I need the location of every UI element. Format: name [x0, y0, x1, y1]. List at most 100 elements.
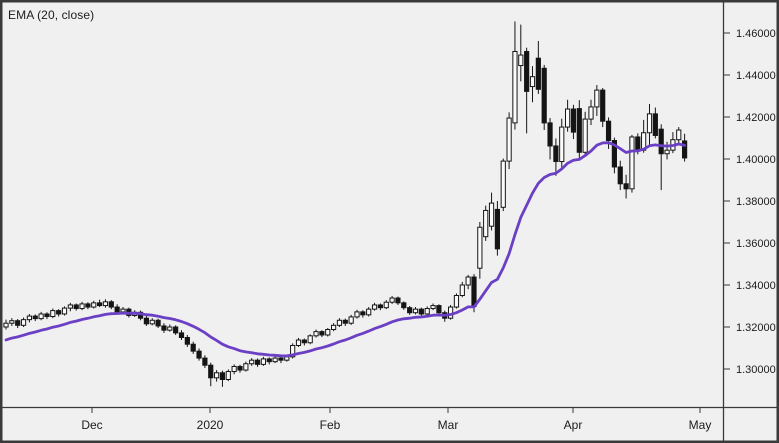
candle-bearish [114, 306, 120, 313]
candle-bullish [383, 301, 389, 309]
candle-bearish [553, 145, 559, 163]
candle-bearish [407, 307, 413, 314]
candle-bearish [237, 365, 243, 371]
candle-bullish [582, 118, 588, 153]
candle-bullish [629, 136, 635, 190]
candle-bullish [676, 129, 682, 141]
candle-bearish [494, 208, 500, 250]
candle-bullish [459, 284, 465, 296]
price-tick-label: 1.32000 [736, 322, 776, 334]
candle-bearish [161, 325, 167, 331]
candle-bullish [664, 149, 670, 155]
time-tick-label: May [689, 418, 712, 432]
candle-bullish [38, 313, 44, 320]
time-tick-label: Apr [564, 418, 583, 432]
candle-bullish [284, 356, 290, 361]
candle-bullish [225, 371, 231, 380]
candle-bullish [26, 315, 32, 321]
candle-bearish [56, 310, 62, 315]
candle-bullish [9, 320, 15, 324]
candle-bearish [202, 357, 208, 366]
candle-bearish [155, 319, 161, 327]
candle-bullish [260, 358, 266, 365]
candle-bearish [401, 302, 407, 309]
candle-bearish [44, 313, 50, 318]
candle-bullish [79, 303, 85, 310]
candle-bullish [366, 308, 372, 316]
candle-bullish [231, 365, 237, 373]
candle-bearish [208, 364, 214, 379]
candle-bearish [652, 113, 658, 136]
time-tick-label: Feb [320, 418, 341, 432]
candle-bullish [354, 311, 360, 318]
candle-bullish [500, 160, 506, 208]
candle-bearish [32, 315, 38, 320]
candle-bearish [623, 183, 629, 190]
candle-bearish [278, 357, 284, 361]
candle-bullish [249, 359, 255, 365]
candle-bullish [371, 304, 378, 310]
candle-bearish [535, 57, 541, 90]
candle-bullish [290, 344, 296, 358]
time-axis[interactable]: Dec 2020 Feb Mar Apr May [81, 408, 711, 432]
price-axis[interactable]: 1.46000 1.44000 1.42000 1.40000 1.38000 1.360… [724, 28, 776, 376]
candle-bearish [108, 301, 114, 308]
candle-bearish [635, 136, 641, 151]
candle-bearish [342, 319, 348, 324]
candle-bullish [167, 326, 173, 331]
candle-bullish [588, 106, 594, 120]
candles-layer [3, 21, 688, 387]
candle-bullish [565, 108, 571, 128]
candle-bullish [149, 319, 155, 325]
price-tick-label: 1.42000 [736, 112, 776, 124]
candle-bullish [646, 113, 653, 134]
candle-bullish [594, 89, 600, 108]
candle-bullish [272, 357, 278, 363]
candle-bearish [15, 320, 21, 326]
candle-bullish [20, 319, 27, 326]
candle-bearish [143, 317, 150, 325]
candle-bearish [436, 305, 442, 314]
candle-bullish [331, 324, 337, 331]
price-tick-label: 1.44000 [736, 70, 776, 82]
candle-bullish [336, 319, 343, 326]
candle-bullish [529, 76, 536, 88]
candle-bullish [3, 322, 9, 328]
candle-bearish [617, 166, 623, 185]
candle-bearish [570, 108, 577, 133]
candle-bearish [576, 108, 582, 153]
candle-bearish [377, 304, 383, 309]
candle-bearish [547, 122, 553, 147]
price-tick-label: 1.30000 [736, 364, 776, 376]
price-tick-label: 1.34000 [736, 280, 776, 292]
candle-bullish [512, 50, 518, 124]
time-tick-label: Dec [81, 418, 102, 432]
candle-bullish [313, 331, 319, 337]
candle-bullish [488, 202, 495, 227]
ema-line [4, 141, 686, 358]
price-tick-label: 1.40000 [736, 154, 776, 166]
candle-bearish [301, 339, 307, 344]
candle-bullish [348, 316, 354, 324]
candle-bullish [424, 308, 430, 315]
time-tick-label: Mar [438, 418, 459, 432]
candle-bearish [85, 303, 91, 308]
candle-bullish [483, 209, 489, 238]
candle-bearish [97, 302, 103, 307]
candle-bullish [61, 307, 68, 315]
candle-bearish [178, 332, 185, 339]
candle-bearish [600, 89, 606, 122]
candle-bearish [254, 359, 261, 365]
candle-bullish [518, 54, 524, 67]
candle-bullish [295, 339, 302, 346]
time-tick-label: 2020 [197, 418, 224, 432]
candle-bearish [360, 311, 366, 316]
candle-bullish [214, 372, 220, 379]
candle-bullish [453, 295, 460, 308]
candle-bearish [682, 140, 688, 159]
price-tick-label: 1.38000 [736, 196, 776, 208]
